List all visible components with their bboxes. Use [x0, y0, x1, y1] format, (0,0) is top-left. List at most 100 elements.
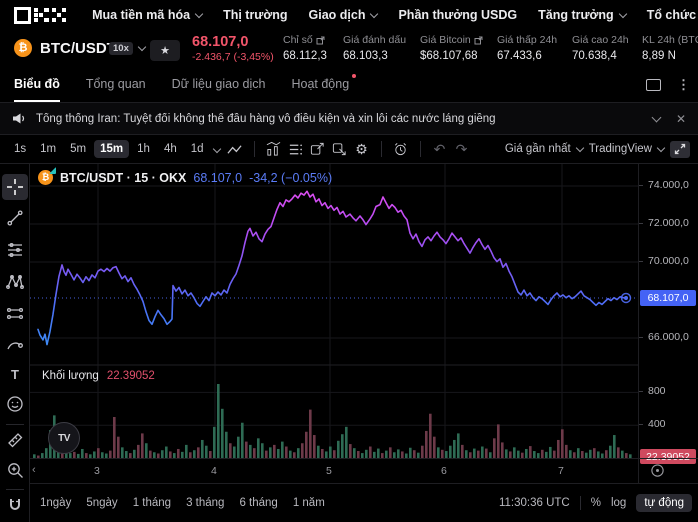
stat-label: Giá cao 24h	[572, 34, 629, 46]
top-nav: Mua tiền mã hóa Thị trường Giao dịch Phầ…	[0, 0, 698, 30]
chart-style-icon[interactable]	[224, 138, 246, 160]
pair-name: BTC/USDT	[40, 40, 116, 57]
ruler-tool[interactable]	[2, 427, 28, 453]
price-axis[interactable]: 74.000,0 72.000,0 70.000,0 66.000,0 800 …	[638, 164, 698, 483]
fib-lines-icon	[8, 242, 22, 258]
timeframe-1m[interactable]: 1m	[40, 143, 57, 155]
tab-overview[interactable]: Tổng quan	[86, 66, 146, 102]
nav-item-label: Tăng trưởng	[538, 8, 614, 22]
timeframe-1h[interactable]: 1h	[137, 143, 150, 155]
volume-tick-label: 800	[639, 385, 666, 398]
range-5day[interactable]: 5ngày	[86, 497, 118, 509]
tab-activity[interactable]: Hoạt động	[291, 66, 357, 102]
range-1day[interactable]: 1ngày	[40, 497, 72, 509]
redo-icon[interactable]: ↷	[455, 141, 468, 157]
stat-index: Chỉ số 68.112,3	[283, 34, 327, 62]
stat-label: Giá Bitcoin	[420, 34, 471, 46]
forecast-tool[interactable]	[2, 301, 28, 327]
templates-icon[interactable]	[285, 138, 307, 160]
compare-icon[interactable]	[307, 138, 329, 160]
text-tool[interactable]: T	[2, 361, 28, 387]
okx-logo[interactable]	[14, 6, 67, 24]
range-6month[interactable]: 6 tháng	[239, 497, 278, 509]
timeframe-4h[interactable]: 4h	[163, 143, 177, 155]
log-scale-button[interactable]: log	[610, 497, 627, 509]
page-tabs: Biểu đồ Tổng quan Dữ liệu giao dịch Hoạt…	[0, 66, 698, 103]
price-chart[interactable]	[30, 164, 638, 458]
timeframe-5m[interactable]: 5m	[70, 143, 87, 155]
nav-item-institutions[interactable]: Tổ chức	[647, 8, 698, 22]
time-tick-label: 5	[326, 465, 332, 477]
settings-gear-icon[interactable]: ⚙	[355, 141, 368, 157]
range-3month[interactable]: 3 tháng	[186, 497, 225, 509]
tradingview-logo[interactable]: TV	[48, 422, 80, 454]
nav-item-usdg-rewards[interactable]: Phần thưởng USDG	[398, 8, 517, 22]
current-price-label: 68.107,0	[640, 289, 696, 306]
favorite-button[interactable]: ★	[150, 40, 180, 61]
go-to-realtime-icon[interactable]	[650, 463, 665, 483]
alert-icon[interactable]	[390, 138, 412, 160]
timeframe-15m[interactable]: 15m	[94, 140, 130, 158]
fib-lines-tool[interactable]	[2, 237, 28, 263]
stat-value: 68.103,3	[343, 50, 388, 62]
brush-icon	[7, 342, 23, 350]
indicators-icon[interactable]	[263, 138, 285, 160]
external-link-icon	[474, 36, 483, 44]
text-tool-icon: T	[11, 366, 19, 382]
drawing-sidebar: T	[0, 164, 30, 522]
more-options-icon[interactable]: ⋮	[677, 76, 690, 92]
crosshair-tool[interactable]	[2, 174, 28, 200]
stat-low-24h: Giá thấp 24h 67.433,6	[497, 34, 557, 62]
price-mode-dropdown[interactable]: Giá gần nhất	[505, 143, 584, 155]
nav-item-markets[interactable]: Thị trường	[223, 8, 287, 22]
trendline-tool[interactable]	[2, 205, 28, 231]
price-tick-label: 72.000,0	[639, 217, 689, 229]
news-headline[interactable]: Tổng thống Iran: Tuyệt đối không thể đầu…	[36, 112, 496, 125]
stat-label: Chỉ số	[283, 34, 313, 46]
stat-volume-24h: KL 24h (BTC) 8,89 N	[642, 34, 698, 62]
tab-label: Hoạt động	[291, 77, 350, 91]
snapshot-icon[interactable]	[329, 138, 351, 160]
pair-selector-chevron-icon[interactable]	[137, 42, 147, 52]
fullscreen-button[interactable]	[670, 140, 690, 158]
tab-trading-data[interactable]: Dữ liệu giao dịch	[172, 66, 266, 102]
chevron-down-icon	[618, 9, 627, 19]
range-1month[interactable]: 1 tháng	[132, 497, 172, 509]
nav-item-grow[interactable]: Tăng trưởng	[538, 8, 627, 22]
auto-scale-button[interactable]: tự động	[636, 494, 692, 512]
provider-dropdown[interactable]: TradingView	[589, 143, 666, 155]
volume-value: 22.39052	[106, 370, 155, 382]
external-link-icon	[316, 36, 325, 44]
leverage-badge: 10x	[109, 42, 133, 55]
news-close-icon[interactable]: ✕	[675, 111, 686, 126]
bottom-separator	[579, 496, 581, 510]
utc-clock[interactable]: 11:30:36 UTC	[498, 497, 570, 509]
timeframe-1s[interactable]: 1s	[14, 143, 27, 155]
okx-logo-o	[14, 6, 31, 24]
brush-tool[interactable]	[2, 332, 28, 358]
range-1year[interactable]: 1 năm	[292, 497, 325, 509]
timeframe-more-chevron-icon[interactable]	[212, 144, 221, 154]
expand-icon	[674, 143, 686, 155]
magnet-tool[interactable]	[2, 492, 28, 518]
stat-mark-price: Giá đánh dấu 68.103,3	[343, 34, 406, 62]
zoom-in-tool[interactable]	[2, 457, 28, 483]
pattern-tool[interactable]	[2, 269, 28, 295]
last-price: 68.107,0	[192, 34, 249, 50]
nav-item-trade[interactable]: Giao dịch	[309, 8, 379, 22]
news-collapse-icon[interactable]	[651, 112, 662, 122]
tab-label: Dữ liệu giao dịch	[171, 77, 266, 91]
sidebar-separator	[6, 489, 24, 490]
magnifier-plus-icon	[8, 463, 23, 478]
undo-icon[interactable]: ↶	[433, 141, 446, 157]
layout-window-icon[interactable]	[646, 78, 661, 91]
emoji-tool[interactable]	[2, 391, 28, 417]
percent-scale-button[interactable]: %	[590, 497, 601, 509]
scroll-left-icon[interactable]: ‹	[32, 464, 36, 476]
nav-item-buy-crypto[interactable]: Mua tiền mã hóa	[92, 8, 204, 22]
time-axis[interactable]: ‹ 3 4 5 6 7	[30, 458, 698, 483]
chart-legend: ₿ BTC/USDT · 15 · OKX 68.107,0 -34,2 (−0…	[38, 167, 332, 185]
tab-chart[interactable]: Biểu đồ	[14, 66, 60, 102]
stat-label: KL 24h (BTC)	[642, 34, 698, 46]
timeframe-1d[interactable]: 1d	[190, 143, 204, 155]
